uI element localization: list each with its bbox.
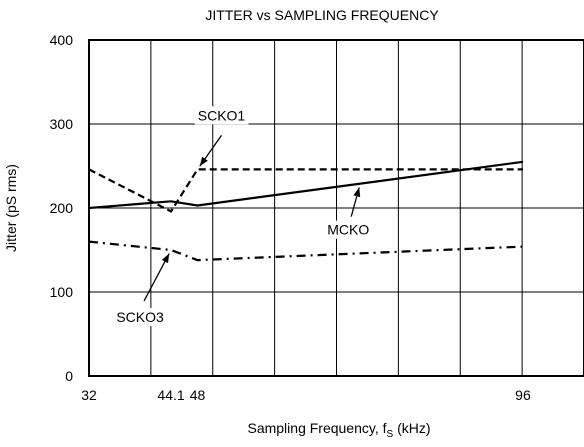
plot-frame [88, 39, 584, 377]
series-line-mcko [88, 160, 524, 210]
y-tick-label: 100 [50, 284, 74, 300]
annotation-scko3: SCKO3 [113, 253, 170, 326]
annotation-scko1: SCKO1 [194, 106, 249, 167]
tick-labels: 0 100 200 300 400 32 44.1 48 96 [50, 32, 531, 403]
y-axis-label: Jitter (pS rms) [3, 164, 19, 252]
annotation-arrowhead [353, 187, 361, 198]
annotations: SCKO1 MCKO SCKO3 [113, 106, 373, 326]
annotation-label-background [113, 308, 167, 326]
x-tick-label: 48 [190, 387, 206, 403]
x-tick-label: 32 [81, 387, 97, 403]
series-line-scko1 [88, 168, 523, 213]
annotation-arrowhead [199, 156, 208, 167]
x-tick-label: 44.1 [157, 387, 184, 403]
annotation-label: SCKO3 [116, 309, 164, 325]
chart-title: JITTER vs SAMPLING FREQUENCY [205, 7, 439, 23]
y-tick-label: 200 [50, 200, 74, 216]
y-tick-label: 300 [50, 116, 74, 132]
annotation-label-background [324, 220, 373, 239]
annotation-label: MCKO [327, 222, 369, 238]
y-tick-label: 0 [65, 368, 73, 384]
series-lines [88, 160, 524, 262]
annotation-arrowhead [161, 253, 170, 264]
series-line-scko3 [88, 240, 524, 262]
annotation-label-background [194, 106, 249, 125]
annotation-mcko: MCKO [324, 187, 373, 239]
annotation-label: SCKO1 [198, 107, 246, 123]
x-axis-label: Sampling Frequency, fS (kHz) [247, 420, 430, 440]
x-axis-label-unit: (kHz) [393, 420, 430, 436]
y-tick-label: 400 [50, 32, 74, 48]
x-axis-label-subscript: S [387, 429, 394, 440]
x-axis-label-main: Sampling Frequency, f [247, 420, 386, 436]
x-tick-label: 96 [515, 387, 531, 403]
